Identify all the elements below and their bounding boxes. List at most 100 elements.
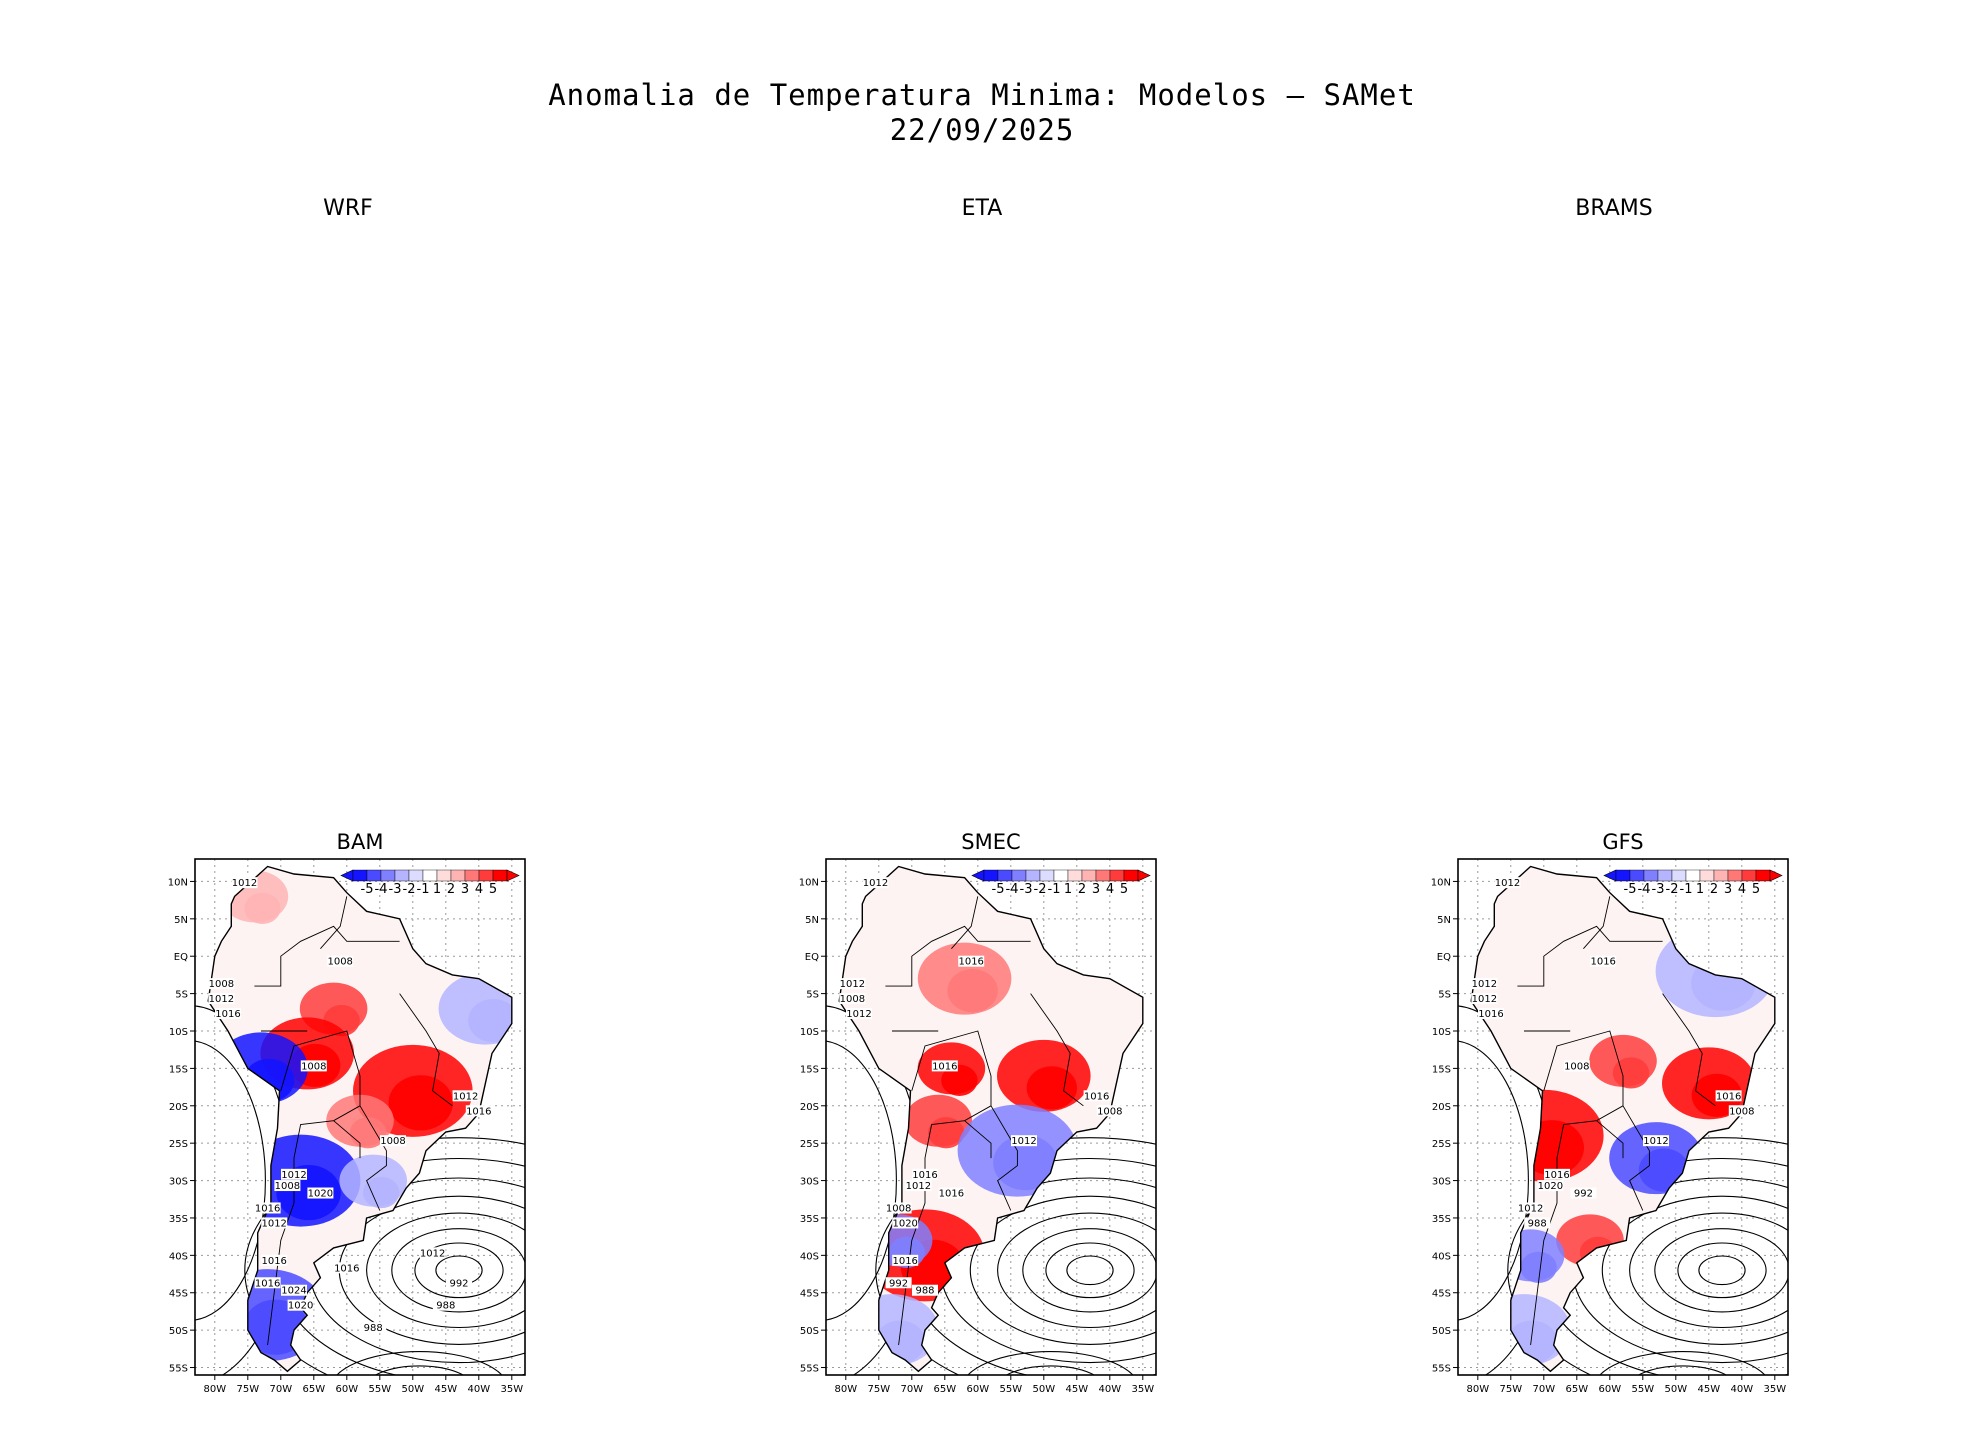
contour-label: 992 [1574,1189,1593,1200]
y-tick-label: 20S [169,1102,188,1113]
contour-label-bg [1096,1105,1123,1117]
colorbar-tick-label: -5 [361,882,374,897]
colorbar: -5 -4 -3 -2 -1 1 2 3 4 5 [971,869,1151,897]
contour-label: 1020 [288,1301,313,1312]
y-tick-label: 5S [1438,990,1451,1001]
anomaly-core [244,892,281,924]
colorbar-tick-label: 1 [1696,882,1704,897]
contour-label: 1012 [1495,878,1520,889]
country-border [399,993,453,1107]
y-tick-label: 50S [800,1326,819,1337]
colorbar-tick-label: 2 [447,882,455,897]
colorbar-tick-label: 1 [433,882,441,897]
pressure-contour [1066,1255,1114,1286]
contour-label-bg [380,1135,406,1147]
contour-label-bg [1524,1217,1551,1229]
contour-label: 1020 [892,1218,917,1229]
contour-label: 1012 [1472,979,1497,990]
anomaly-core [1638,1148,1690,1192]
y-tick-label: 40S [800,1251,819,1262]
colorbar-cell [1671,869,1687,882]
x-tick-label: 70W [900,1384,923,1395]
pressure-contour [336,1351,503,1375]
colorbar-tick-label: -1 [417,882,430,897]
country-border [333,1120,361,1159]
colorbar-cell [450,869,466,882]
x-tick-label: 50W [401,1384,424,1395]
y-tick-label: 55S [1432,1364,1451,1375]
coastline [207,865,513,1373]
y-tick-label: 15S [1432,1064,1451,1075]
contour-label-bg [931,1060,958,1072]
anomaly-core [1691,955,1756,1011]
coastline [1470,865,1776,1373]
contour-label: 1012 [1472,994,1497,1005]
y-tick-label: 35S [169,1214,188,1225]
pressure-contour [1022,1228,1156,1313]
colorbar-tick-label: -3 [1652,882,1665,897]
pressure-contour [1637,1365,1728,1375]
colorbar-cell [1713,869,1729,882]
colorbar-cell [1095,869,1111,882]
contour-label: 1008 [327,957,352,968]
contour-label-bg [1544,1168,1570,1180]
x-tick-label: 55W [368,1384,391,1395]
colorbar-cell [1727,869,1743,882]
colorbar-arrow-right [506,869,520,882]
colorbar-tick-label: -2 [403,882,416,897]
contour-label: 1012 [1518,1203,1543,1214]
contour-label-bg [281,1168,307,1180]
y-tick-label: 50S [1432,1326,1451,1337]
colorbar-cell [983,869,999,882]
contour-label: 1008 [275,1181,300,1192]
y-tick-label: 35S [800,1214,819,1225]
anomaly-core [993,1135,1058,1191]
contour-label: 1016 [466,1106,491,1117]
contour-label-bg [432,1299,459,1311]
colorbar-cell [1039,869,1055,882]
pressure-contour [374,1365,465,1375]
colorbar-cell [478,869,494,882]
y-tick-label: 10S [169,1027,188,1038]
contour-label-bg [287,1299,314,1311]
y-tick-label: 25S [800,1139,819,1150]
x-tick-label: 80W [834,1384,857,1395]
colorbar-cell [1629,869,1645,882]
colorbar-tick-label: 5 [1120,882,1128,897]
contour-label: 1008 [840,994,865,1005]
pressure-contour [1601,1195,1788,1345]
anomaly-core [1026,1066,1078,1110]
colorbar-tick-label: -4 [1006,882,1019,897]
country-border [1596,1120,1624,1159]
panel-title-eta: ETA [961,196,1003,221]
colorbar-cell [394,869,410,882]
colorbar-tick-label: 1 [1064,882,1072,897]
contour-label: 1020 [308,1189,333,1200]
y-tick-label: EQ [1437,952,1451,963]
contour-label-bg [274,1180,301,1192]
coastline [838,865,1144,1373]
panel-frame [194,858,526,1376]
panel-title: BAM [337,830,384,854]
x-tick-label: 70W [1532,1384,1555,1395]
y-tick-label: 10S [800,1027,819,1038]
contour-label: 1012 [209,994,234,1005]
contour-label-bg [846,1008,872,1020]
colorbar-tick-label: 3 [461,882,469,897]
colorbar-cell [422,869,438,882]
colorbar-cell [464,869,480,882]
y-tick-label: 10S [1432,1027,1451,1038]
country-border [951,896,979,949]
colorbar-tick-label: -5 [1624,882,1637,897]
contour-label: 1016 [1716,1091,1741,1102]
country-border [254,925,400,987]
contour-label-bg [1643,1135,1669,1147]
contour-label: 992 [889,1278,908,1289]
colorbar-cell [1685,869,1701,882]
pressure-contour [1698,1255,1746,1286]
colorbar-tick-label: 4 [1738,882,1746,897]
figure-date: 22/09/2025 [889,113,1075,147]
x-tick-label: 75W [236,1384,259,1395]
pressure-contour [391,1228,525,1313]
contour-label-bg [446,1277,472,1289]
